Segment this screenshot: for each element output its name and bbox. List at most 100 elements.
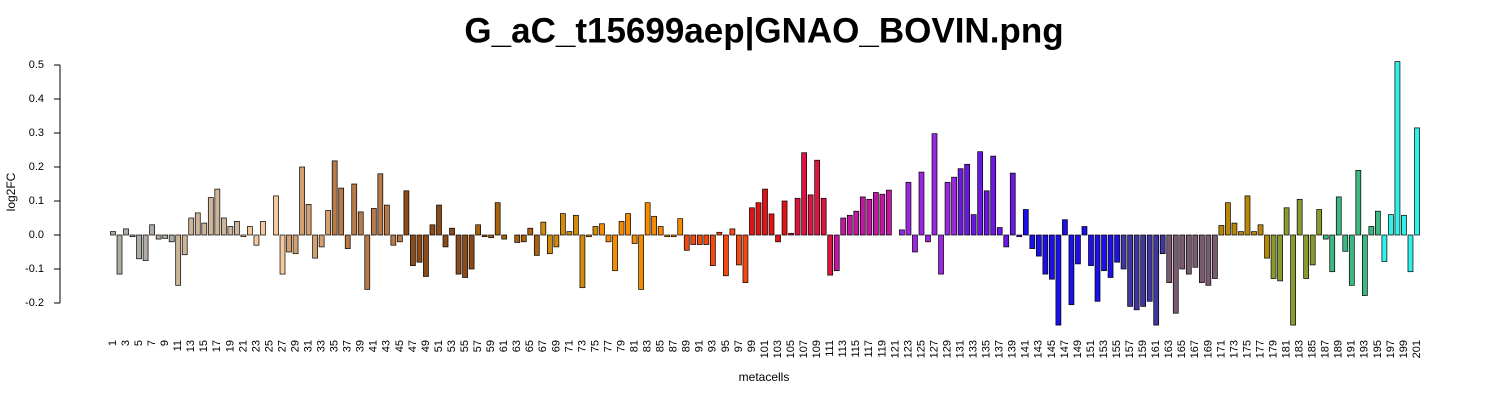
bar bbox=[1231, 222, 1238, 236]
bar bbox=[1414, 127, 1420, 236]
bar bbox=[1009, 172, 1016, 236]
bar bbox=[657, 226, 664, 236]
bar bbox=[1257, 224, 1264, 236]
bar bbox=[162, 234, 169, 239]
y-tick-label: 0.4 bbox=[29, 93, 44, 105]
bar bbox=[1120, 234, 1127, 270]
bar bbox=[827, 234, 834, 276]
bar bbox=[1042, 234, 1049, 275]
bar bbox=[1107, 234, 1114, 278]
bar bbox=[1361, 234, 1368, 296]
x-tick-label: 123 bbox=[902, 340, 914, 358]
bar bbox=[996, 227, 1003, 236]
bar bbox=[931, 133, 938, 236]
bar bbox=[273, 195, 279, 236]
x-tick-label: 121 bbox=[889, 340, 901, 358]
bar bbox=[1003, 234, 1010, 248]
bar bbox=[1133, 234, 1140, 311]
x-tick-label: 163 bbox=[1163, 340, 1175, 358]
x-tick-label: 77 bbox=[602, 340, 614, 352]
x-tick-label: 177 bbox=[1254, 340, 1266, 358]
bar bbox=[925, 234, 931, 243]
bar bbox=[762, 188, 768, 236]
bar bbox=[481, 234, 488, 238]
x-tick-label: 49 bbox=[420, 340, 432, 352]
x-tick-label: 57 bbox=[472, 340, 484, 352]
x-tick-label: 17 bbox=[211, 340, 223, 352]
bar bbox=[605, 234, 612, 243]
bar bbox=[1225, 202, 1231, 236]
bar bbox=[455, 234, 462, 275]
x-tick-label: 25 bbox=[263, 340, 275, 352]
bar bbox=[149, 224, 155, 236]
bar bbox=[553, 234, 560, 248]
x-tick-label: 159 bbox=[1137, 340, 1149, 358]
bar bbox=[1335, 196, 1342, 236]
x-axis-label: metacells bbox=[739, 370, 790, 384]
y-tick-label: -0.1 bbox=[25, 263, 44, 275]
bar bbox=[1049, 234, 1055, 280]
bar bbox=[1290, 234, 1296, 326]
bar bbox=[442, 234, 449, 248]
bar bbox=[1394, 61, 1401, 236]
x-tick-label: 161 bbox=[1150, 340, 1162, 358]
bar bbox=[1159, 234, 1166, 255]
bar bbox=[938, 234, 944, 275]
bar bbox=[344, 234, 351, 249]
bar bbox=[742, 234, 749, 283]
bar bbox=[644, 202, 651, 236]
x-tick-label: 43 bbox=[381, 340, 393, 352]
bar bbox=[801, 152, 807, 236]
x-tick-label: 53 bbox=[446, 340, 458, 352]
bar bbox=[1212, 234, 1218, 279]
x-tick-label: 135 bbox=[981, 340, 993, 358]
x-tick-label: 7 bbox=[146, 340, 158, 346]
bar bbox=[723, 234, 729, 277]
bar bbox=[579, 234, 586, 289]
x-tick-label: 65 bbox=[524, 340, 536, 352]
bar bbox=[1329, 234, 1336, 273]
bar bbox=[1035, 234, 1042, 257]
bar bbox=[397, 234, 403, 243]
x-tick-label: 27 bbox=[276, 340, 288, 352]
bar bbox=[768, 213, 775, 236]
bar bbox=[1153, 234, 1160, 326]
x-tick-label: 69 bbox=[550, 340, 562, 352]
bar bbox=[299, 166, 305, 236]
y-tick-label: 0.1 bbox=[29, 195, 44, 207]
x-tick-label: 91 bbox=[694, 340, 706, 352]
x-tick-label: 89 bbox=[681, 340, 693, 352]
bar bbox=[1185, 234, 1192, 275]
bar bbox=[573, 214, 579, 236]
x-tick-label: 15 bbox=[198, 340, 210, 352]
bar bbox=[1146, 234, 1153, 302]
x-tick-label: 13 bbox=[185, 340, 197, 352]
x-tick-label: 125 bbox=[915, 340, 927, 358]
x-tick-label: 93 bbox=[707, 340, 719, 352]
bar bbox=[944, 181, 951, 236]
x-tick-label: 99 bbox=[746, 340, 758, 352]
bar bbox=[1172, 234, 1179, 314]
x-tick-label: 97 bbox=[733, 340, 745, 352]
x-tick-label: 51 bbox=[433, 340, 445, 352]
bar bbox=[957, 168, 964, 236]
y-tick-label: 0.0 bbox=[29, 229, 44, 241]
x-tick-label: 73 bbox=[576, 340, 588, 352]
bar bbox=[709, 234, 716, 266]
x-tick-label: 63 bbox=[511, 340, 523, 352]
y-tick-label: -0.2 bbox=[25, 297, 44, 309]
bar bbox=[1401, 214, 1407, 236]
bar bbox=[866, 198, 873, 236]
bar bbox=[1127, 234, 1133, 307]
x-tick-label: 5 bbox=[133, 340, 145, 346]
bar bbox=[840, 217, 847, 236]
bar bbox=[260, 221, 266, 236]
bar bbox=[142, 234, 149, 261]
bar bbox=[1381, 234, 1388, 262]
x-tick-label: 67 bbox=[537, 340, 549, 352]
bar bbox=[286, 234, 292, 253]
bar bbox=[1029, 234, 1036, 249]
bar bbox=[1388, 214, 1394, 236]
bar bbox=[729, 228, 736, 236]
bar bbox=[788, 232, 794, 236]
